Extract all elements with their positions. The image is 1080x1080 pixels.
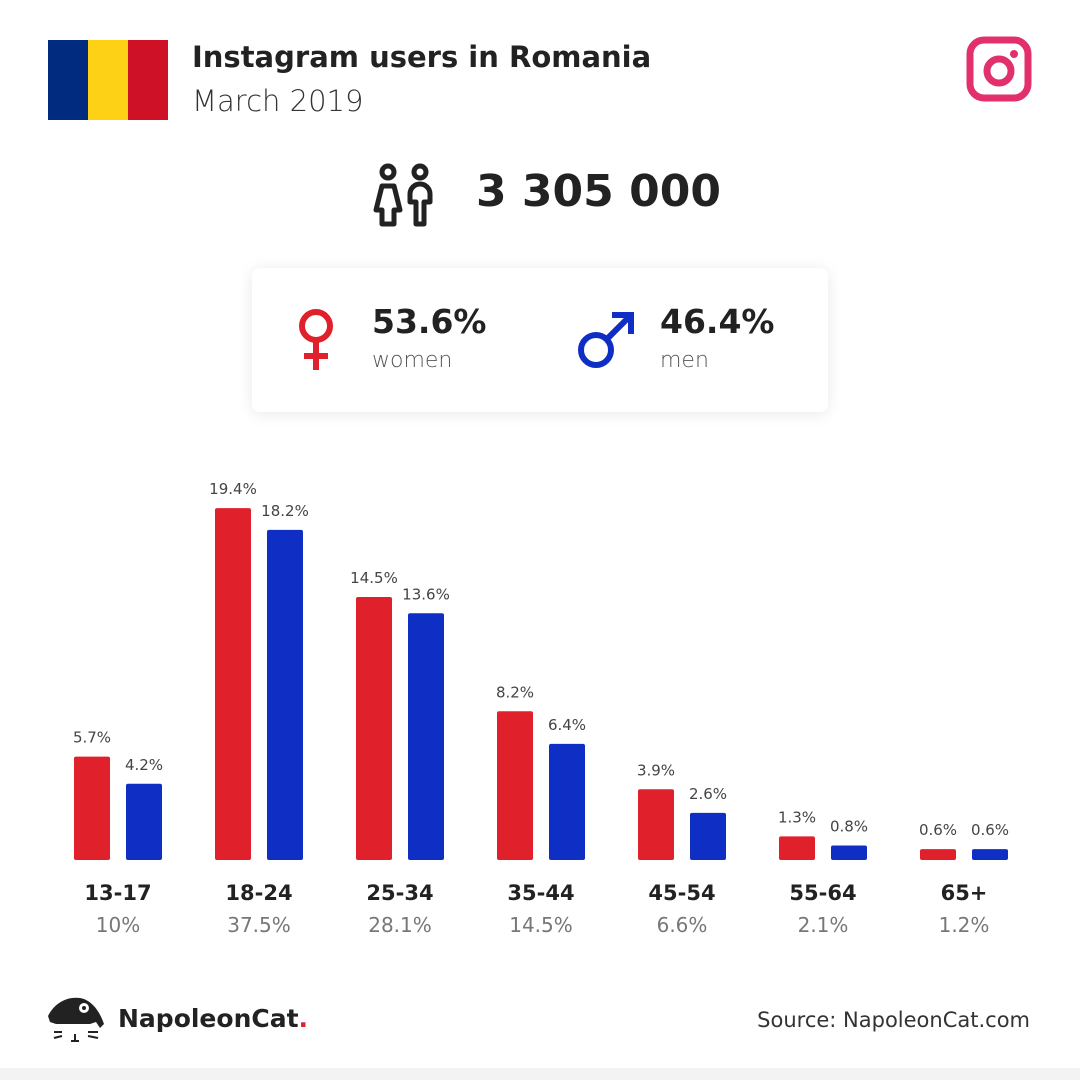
footer-strip [0,1068,1080,1080]
page-subtitle: March 2019 [192,84,364,118]
bar-men-55-64 [831,845,867,860]
bar-women-35-44 [497,711,533,860]
bar-value-label: 3.9% [637,761,675,779]
bar-value-label: 18.2% [261,502,309,520]
bar-value-label: 8.2% [496,683,534,701]
bar-men-18-24 [267,529,303,860]
category-label: 55-64 [789,881,856,905]
category-label: 18-24 [225,881,292,905]
bar-men-35-44 [549,743,585,860]
category-total: 10% [96,913,140,937]
bar-value-label: 19.4% [209,480,257,498]
bar-value-label: 0.8% [830,817,868,835]
bar-women-18-24 [215,508,251,860]
male-icon [578,312,634,368]
people-icon [373,163,433,227]
category-label: 65+ [941,881,988,905]
bar-value-label: 1.3% [778,808,816,826]
bar-women-13-17 [74,756,110,860]
category-total: 6.6% [657,913,708,937]
bar-women-45-54 [638,789,674,860]
category-label: 45-54 [648,881,715,905]
category-label: 35-44 [507,881,574,905]
women-percent: 53.6% [372,302,487,341]
category-total: 28.1% [368,913,432,937]
total-users: 3 305 000 [476,166,721,217]
bar-value-label: 14.5% [350,569,398,587]
female-icon [299,309,333,370]
romania-flag [48,40,168,120]
gender-card: 53.6% women 46.4% men [252,268,828,412]
bar-value-label: 13.6% [402,585,450,603]
bar-value-label: 0.6% [919,821,957,839]
napoleoncat-logo [48,997,104,1042]
bar-women-25-34 [356,596,392,860]
bar-men-13-17 [126,783,162,860]
source-text: Source: NapoleonCat.com [757,1008,1030,1032]
category-total: 37.5% [227,913,291,937]
bar-men-45-54 [690,812,726,860]
bar-women-55-64 [779,836,815,860]
category-label: 13-17 [84,881,151,905]
bar-value-label: 0.6% [971,821,1009,839]
bar-value-label: 6.4% [548,716,586,734]
brand-name: NapoleonCat. [118,1004,309,1033]
women-label: women [372,348,453,373]
bar-men-65+ [972,849,1008,860]
category-total: 1.2% [939,913,990,937]
bar-women-65+ [920,849,956,860]
bar-value-label: 5.7% [73,729,111,747]
page-title: Instagram users in Romania [192,40,652,74]
category-label: 25-34 [366,881,433,905]
men-label: men [660,348,709,373]
bar-men-25-34 [408,613,444,860]
category-total: 2.1% [798,913,849,937]
men-percent: 46.4% [660,302,775,341]
category-total: 14.5% [509,913,573,937]
age-gender-bar-chart: 5.7% 4.2% 13-17 10% 19.4%18.2% 18-24 37.5% 14.5… [73,480,1009,937]
bar-value-label: 2.6% [689,785,727,803]
instagram-icon [966,36,1032,102]
bar-value-label: 4.2% [125,756,163,774]
